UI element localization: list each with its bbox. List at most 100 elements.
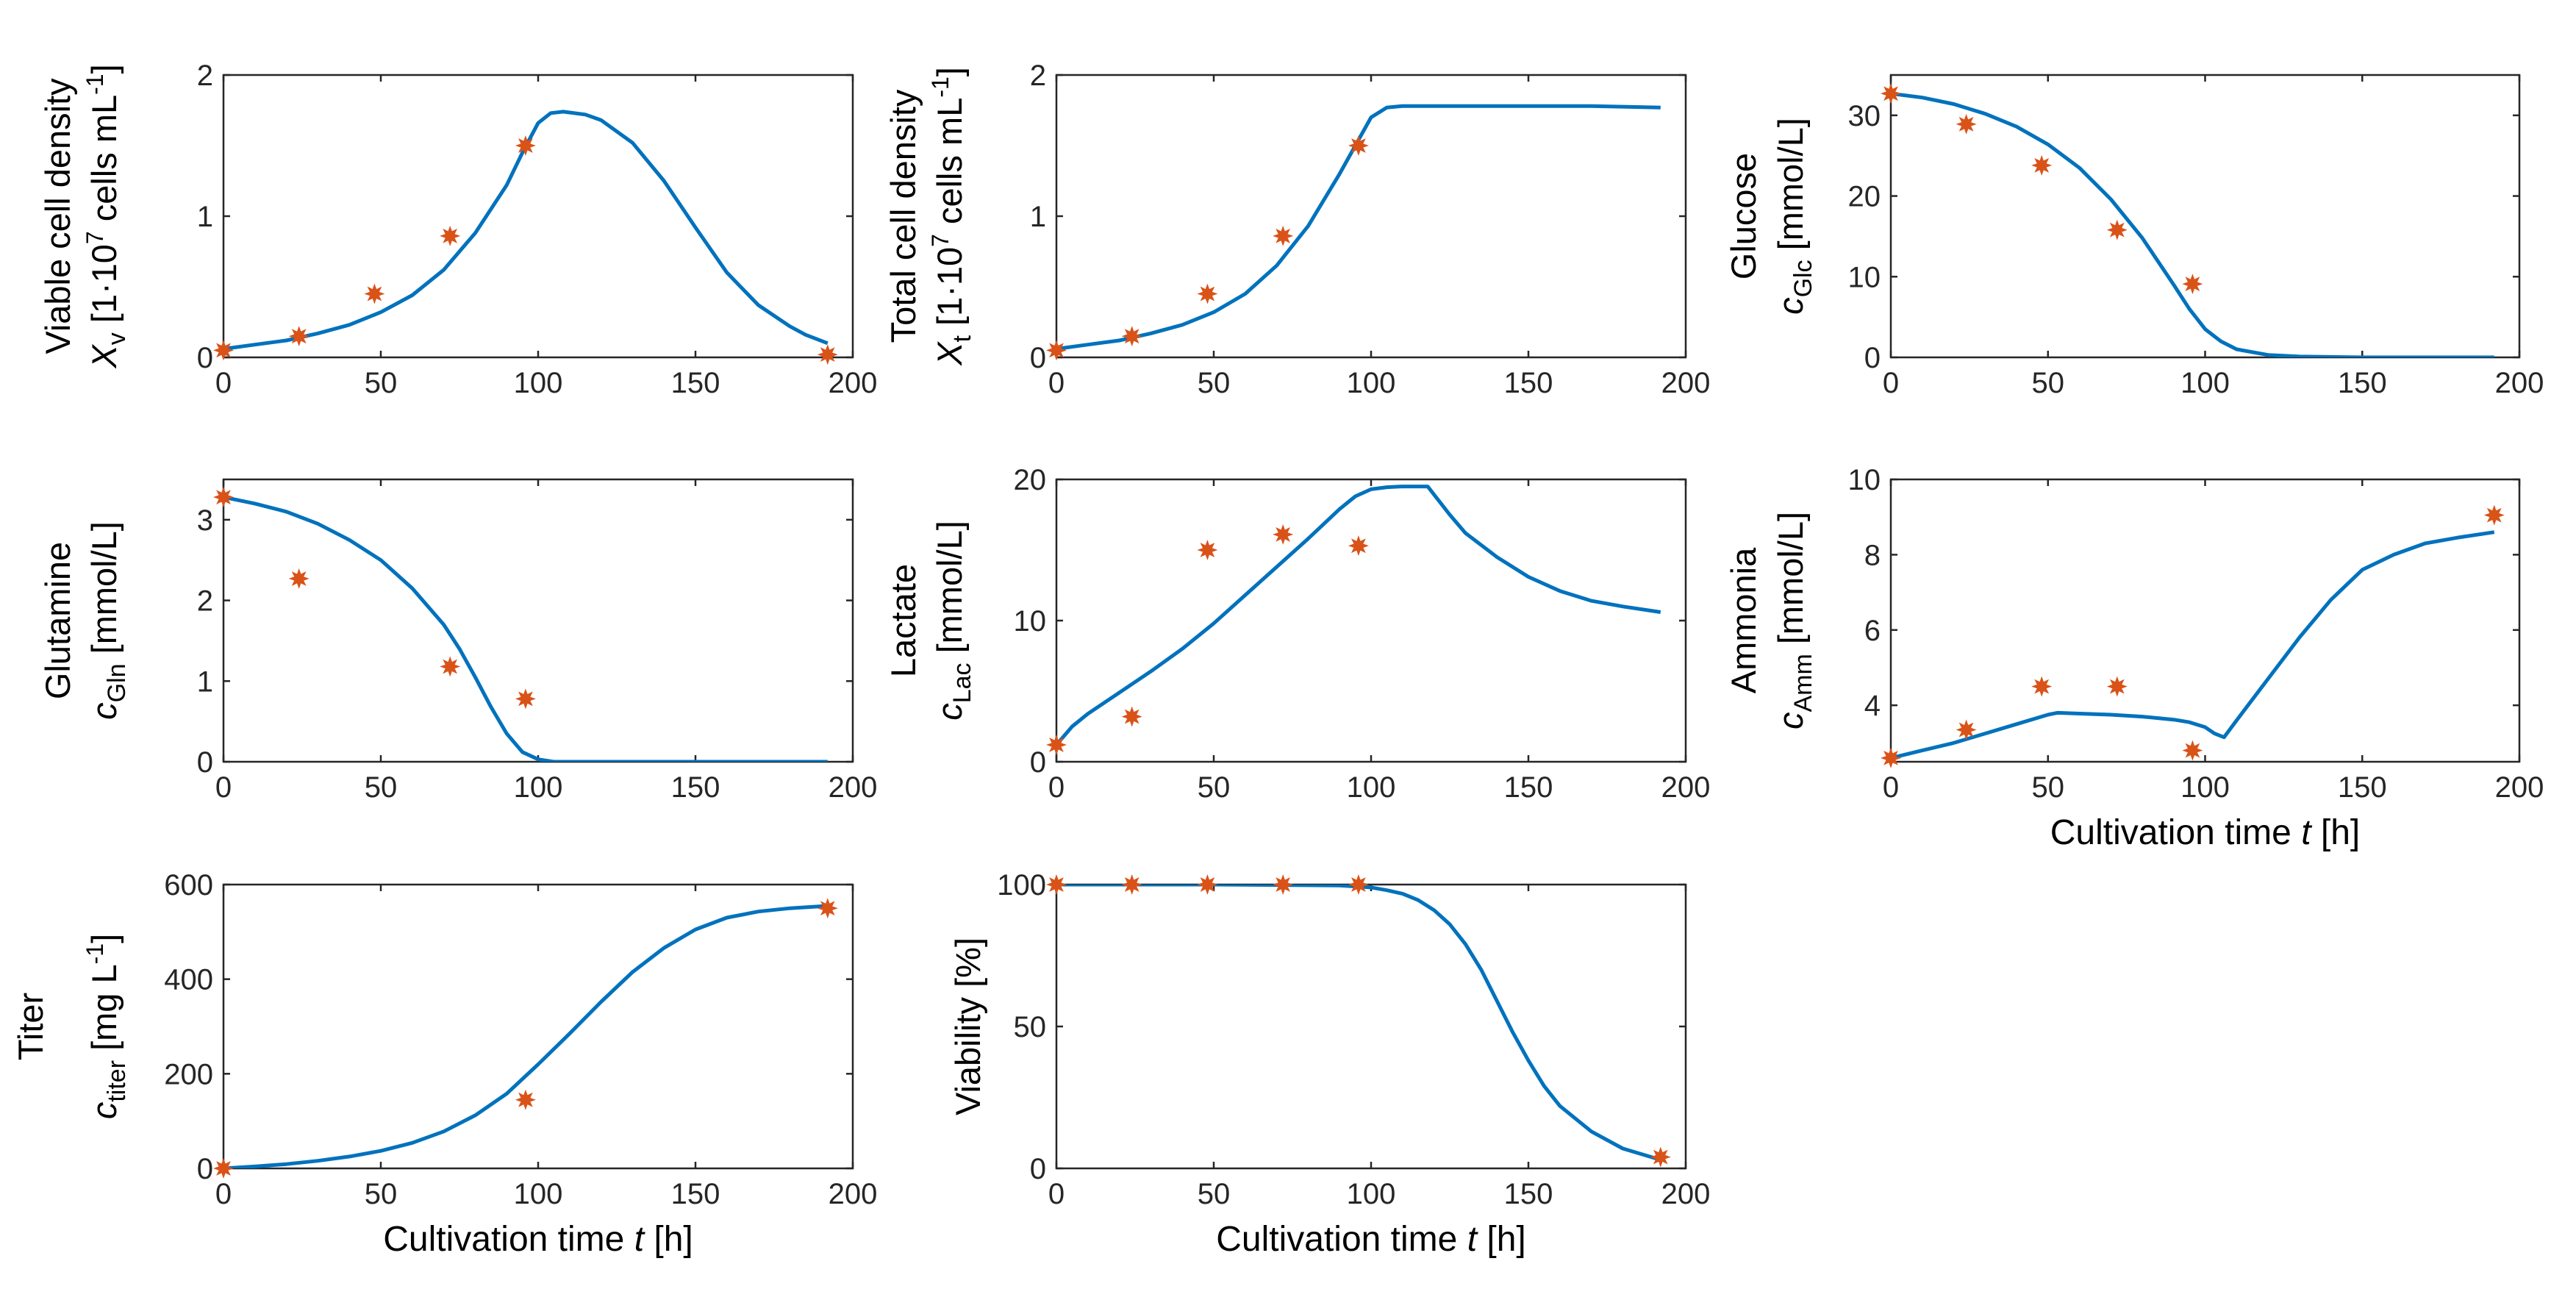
measurement-point (1273, 225, 1294, 246)
y-axis-symbol-label: Xv [1·107 cells mL-1] (82, 64, 131, 368)
measurement-point (1121, 874, 1142, 895)
y-tick-label: 0 (1030, 1153, 1046, 1185)
y-axis-label: Lactate (884, 564, 923, 677)
x-tick-label: 0 (1883, 771, 1899, 804)
x-axis-label: Cultivation time t [h] (383, 1220, 693, 1259)
measurement-point (515, 1089, 536, 1110)
model-line (223, 495, 828, 762)
y-tick-label: 0 (197, 1153, 213, 1185)
x-tick-label: 150 (2338, 771, 2387, 804)
y-tick-label: 600 (164, 869, 213, 901)
y-axis-label: Ammonia (1724, 547, 1763, 693)
x-tick-label: 150 (671, 367, 720, 399)
model-line (223, 110, 829, 351)
measurement-point (1121, 326, 1142, 347)
y-tick-label: 3 (197, 504, 213, 537)
x-tick-label: 200 (1661, 771, 1711, 804)
y-tick-label: 10 (1848, 261, 1881, 293)
measurement-point (213, 1158, 234, 1179)
x-tick-label: 200 (1661, 367, 1711, 399)
measurement-point (817, 898, 838, 919)
measurement-point (1273, 524, 1294, 545)
x-tick-label: 50 (365, 771, 398, 804)
x-tick-label: 50 (1198, 367, 1231, 399)
y-axis-label: Total cell density (884, 89, 923, 343)
y-tick-label: 0 (197, 342, 213, 374)
y-tick-label: 200 (164, 1058, 213, 1090)
y-tick-label: 8 (1864, 539, 1881, 571)
y-tick-label: 50 (1014, 1011, 1047, 1043)
y-tick-label: 2 (197, 60, 213, 92)
x-tick-label: 200 (829, 771, 878, 804)
x-axis-label: Cultivation time t [h] (2050, 813, 2361, 852)
y-axis-symbol-label: Xt [1·107 cells mL-1] (927, 67, 976, 366)
y-axis-label: Viability [%] (948, 938, 987, 1115)
measurement-point (288, 568, 310, 589)
y-tick-label: 400 (164, 964, 213, 996)
axes-box (1055, 478, 1687, 763)
measurement-point (2031, 154, 2053, 176)
measurement-point (1121, 706, 1142, 727)
x-tick-label: 150 (671, 771, 720, 804)
y-axis-symbol-label: cGlc [mmol/L] (1771, 118, 1817, 315)
x-tick-label: 100 (514, 367, 563, 399)
measurement-point (1197, 874, 1218, 895)
y-tick-label: 10 (1014, 605, 1047, 638)
x-tick-label: 100 (1347, 1178, 1396, 1210)
measurement-point (1956, 113, 1977, 135)
measurement-point (1273, 874, 1294, 895)
model-line (1891, 530, 2495, 760)
y-axis-symbol-label: cAmm [mmol/L] (1771, 512, 1817, 729)
measurement-point (817, 344, 838, 365)
x-tick-label: 50 (1198, 771, 1231, 804)
x-tick-label: 200 (2495, 367, 2544, 399)
y-tick-label: 30 (1848, 100, 1881, 132)
measurement-point (2483, 504, 2505, 526)
y-tick-label: 20 (1848, 181, 1881, 213)
x-tick-label: 50 (1198, 1178, 1231, 1210)
measurement-point (213, 487, 234, 508)
y-axis-label: Glutamine (38, 542, 77, 699)
model-line (223, 904, 828, 1168)
y-tick-label: 6 (1864, 615, 1881, 647)
axes-box (1889, 478, 2521, 763)
measurement-point (1956, 719, 1977, 740)
measurement-point (2031, 676, 2053, 697)
x-tick-label: 100 (514, 771, 563, 804)
axes-box (222, 74, 854, 359)
measurement-point (2182, 274, 2203, 295)
axes-box (1055, 883, 1687, 1170)
measurement-point (1046, 874, 1067, 895)
y-axis-label: Glucose (1724, 153, 1763, 279)
axes-box (1889, 74, 2521, 359)
y-tick-label: 20 (1014, 464, 1047, 496)
x-tick-label: 150 (671, 1178, 720, 1210)
x-tick-label: 150 (1504, 367, 1553, 399)
x-tick-label: 0 (1048, 771, 1065, 804)
measurement-point (2182, 740, 2203, 761)
x-tick-label: 50 (365, 367, 398, 399)
y-axis-label: Titer (11, 993, 50, 1060)
panel-titer: 0 50 100 150 200 0 200 400 600 Titer ctiter [mg L-… (11, 869, 877, 1259)
measurement-point (2106, 219, 2128, 240)
y-tick-label: 2 (197, 585, 213, 618)
y-tick-label: 2 (1030, 60, 1046, 92)
x-tick-label: 0 (1048, 367, 1065, 399)
x-tick-label: 100 (514, 1178, 563, 1210)
measurement-point (1197, 540, 1218, 560)
measurement-point (2106, 676, 2128, 697)
measurement-point (1881, 83, 1901, 104)
model-line (1056, 485, 1661, 746)
axes-box (222, 478, 854, 763)
y-tick-label: 0 (1030, 342, 1046, 374)
x-tick-label: 150 (2338, 367, 2387, 399)
y-axis-symbol-label: cGln [mmol/L] (85, 521, 131, 720)
measurement-point (1348, 874, 1369, 895)
measurement-point (440, 656, 461, 677)
